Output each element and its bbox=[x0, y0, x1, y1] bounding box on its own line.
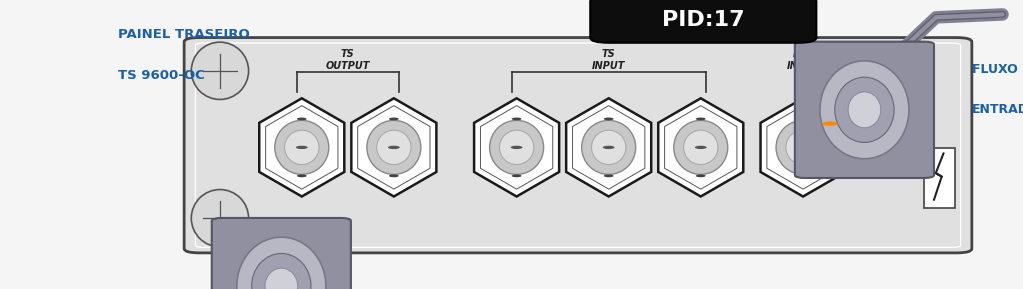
FancyBboxPatch shape bbox=[924, 148, 955, 208]
FancyBboxPatch shape bbox=[212, 218, 351, 289]
Polygon shape bbox=[566, 98, 652, 197]
Ellipse shape bbox=[499, 130, 534, 164]
Circle shape bbox=[388, 146, 400, 149]
Ellipse shape bbox=[835, 77, 894, 142]
Ellipse shape bbox=[284, 130, 319, 164]
Ellipse shape bbox=[265, 268, 298, 289]
Ellipse shape bbox=[490, 121, 543, 174]
Polygon shape bbox=[474, 98, 560, 197]
Circle shape bbox=[797, 146, 809, 149]
Circle shape bbox=[798, 118, 808, 120]
Polygon shape bbox=[481, 106, 552, 189]
Ellipse shape bbox=[591, 130, 626, 164]
Ellipse shape bbox=[786, 130, 820, 164]
Circle shape bbox=[695, 146, 707, 149]
Text: PAINEL TRASEIRO: PAINEL TRASEIRO bbox=[118, 28, 250, 41]
Polygon shape bbox=[573, 106, 644, 189]
Ellipse shape bbox=[848, 92, 881, 128]
Ellipse shape bbox=[275, 121, 328, 174]
Ellipse shape bbox=[683, 130, 718, 164]
Text: BTS
INPUT: BTS INPUT bbox=[787, 49, 819, 71]
Ellipse shape bbox=[376, 130, 411, 164]
Circle shape bbox=[389, 175, 399, 177]
FancyBboxPatch shape bbox=[795, 42, 934, 178]
Text: TS 9600-OC: TS 9600-OC bbox=[118, 69, 205, 81]
Text: TS
OUTPUT: TS OUTPUT bbox=[325, 49, 370, 71]
Circle shape bbox=[512, 118, 522, 120]
Text: ENTRADA: ENTRADA bbox=[972, 103, 1023, 116]
Circle shape bbox=[297, 118, 307, 120]
Circle shape bbox=[512, 175, 522, 177]
Circle shape bbox=[798, 175, 808, 177]
Text: FLUXO DE: FLUXO DE bbox=[972, 63, 1023, 76]
Circle shape bbox=[604, 175, 614, 177]
Circle shape bbox=[297, 175, 307, 177]
Circle shape bbox=[604, 118, 614, 120]
Polygon shape bbox=[351, 98, 437, 197]
FancyBboxPatch shape bbox=[590, 0, 816, 43]
Polygon shape bbox=[665, 106, 737, 189]
Circle shape bbox=[603, 146, 615, 149]
Polygon shape bbox=[358, 106, 430, 189]
Ellipse shape bbox=[237, 237, 325, 289]
Circle shape bbox=[510, 146, 523, 149]
Ellipse shape bbox=[367, 121, 420, 174]
Polygon shape bbox=[767, 106, 839, 189]
Ellipse shape bbox=[776, 121, 830, 174]
Polygon shape bbox=[266, 106, 338, 189]
Text: TS
INPUT: TS INPUT bbox=[592, 49, 625, 71]
Ellipse shape bbox=[191, 190, 249, 247]
Circle shape bbox=[389, 118, 399, 120]
Ellipse shape bbox=[252, 253, 311, 289]
Ellipse shape bbox=[191, 42, 249, 99]
Polygon shape bbox=[658, 98, 744, 197]
Ellipse shape bbox=[582, 121, 635, 174]
Polygon shape bbox=[760, 98, 846, 197]
Circle shape bbox=[296, 146, 308, 149]
Text: PID:17: PID:17 bbox=[662, 10, 745, 29]
FancyBboxPatch shape bbox=[184, 38, 972, 253]
Circle shape bbox=[822, 121, 838, 126]
Circle shape bbox=[696, 118, 706, 120]
Polygon shape bbox=[259, 98, 345, 197]
Ellipse shape bbox=[674, 121, 727, 174]
Circle shape bbox=[696, 175, 706, 177]
Ellipse shape bbox=[820, 61, 909, 159]
